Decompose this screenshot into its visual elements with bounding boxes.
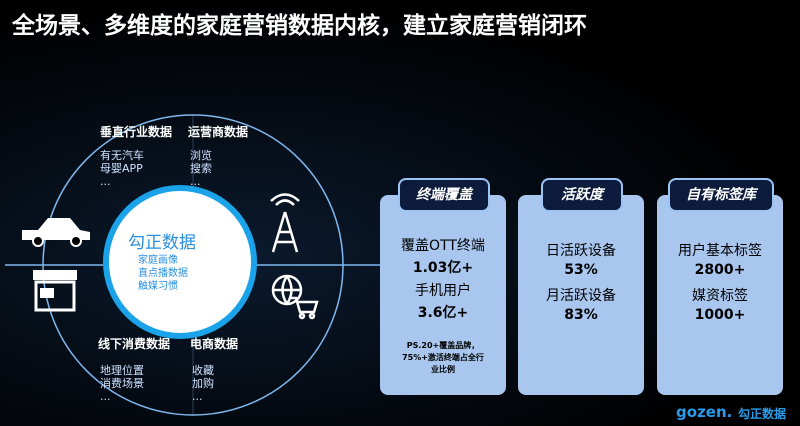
tower-icon xyxy=(270,193,300,253)
quadrant-title: 线下消费数据 xyxy=(98,337,171,351)
text-line: 加购 xyxy=(192,377,214,390)
text-line: 有无汽车 xyxy=(100,149,144,162)
car-icon xyxy=(22,218,90,247)
text-line: 1.03亿+ xyxy=(412,260,474,276)
card-tab: 自有标签库 xyxy=(668,178,774,212)
text-line: 直点播数据 xyxy=(138,268,188,279)
text-line: 业比例 xyxy=(431,365,455,374)
logo-text: 勾正数据 xyxy=(738,407,787,421)
quadrant-title: 垂直行业数据 xyxy=(100,125,173,139)
shop-icon xyxy=(33,270,77,312)
text-line: 75%+激活终端占全行 xyxy=(402,353,484,362)
quadrant-title: 运营商数据 xyxy=(188,125,249,139)
text-line: 2800+ xyxy=(694,262,746,278)
center-circle xyxy=(103,185,257,339)
text-line: 3.6亿+ xyxy=(417,305,469,321)
text-line: ... xyxy=(100,175,111,188)
text-line: 覆盖OTT终端 xyxy=(401,238,485,254)
center-items: 家庭画像直点播数据触媒习惯 xyxy=(138,254,188,293)
text-line: 83% xyxy=(564,307,598,323)
quadrant-items: 浏览 搜索... xyxy=(190,149,212,188)
text-line: 收藏 xyxy=(192,364,214,377)
text-line: 触媒习惯 xyxy=(138,281,178,292)
card-tab: 活跃度 xyxy=(541,178,623,212)
quadrant-items: 地理位置 消费场景... xyxy=(100,364,144,403)
card: 覆盖OTT终端 1.03亿+ 手机用户 3.6亿+ PS.20+覆盖品牌， 75%… xyxy=(380,195,506,395)
text-line: 用户基本标签 xyxy=(678,243,762,259)
text-line: ... xyxy=(190,175,201,188)
quadrant-items: 有无汽车 母婴APP... xyxy=(100,149,144,188)
text-line: ... xyxy=(192,390,203,403)
center-title: 勾正数据 xyxy=(128,233,196,253)
text-line: 媒资标签 xyxy=(692,288,748,304)
quadrant-items: 收藏 加购... xyxy=(192,364,214,403)
card: 日活跃设备 53% 月活跃设备 83% xyxy=(518,195,644,395)
card-tab: 终端覆盖 xyxy=(398,178,490,212)
text-line: 手机用户 xyxy=(415,283,471,299)
text-line: 日活跃设备 xyxy=(546,243,616,259)
text-line: 1000+ xyxy=(694,307,746,323)
text-line: 浏览 xyxy=(190,149,212,162)
text-line: 母婴APP xyxy=(100,162,143,175)
title: 全场景、多维度的家庭营销数据内核，建立家庭营销闭环 xyxy=(12,13,587,39)
text-line: 搜索 xyxy=(190,162,212,175)
text-line: 月活跃设备 xyxy=(546,288,616,304)
quadrant-title: 电商数据 xyxy=(190,337,239,351)
text-line: 消费场景 xyxy=(100,377,144,390)
text-line: 地理位置 xyxy=(100,364,144,377)
logo-mark: gozen. xyxy=(676,403,733,421)
text-line: 家庭画像 xyxy=(138,255,178,266)
text-line: ... xyxy=(100,390,111,403)
text-line: PS.20+覆盖品牌， xyxy=(406,341,480,350)
card: 用户基本标签 2800+ 媒资标签 1000+ xyxy=(657,195,783,395)
text-line: 53% xyxy=(564,262,598,278)
globe-cart-icon xyxy=(271,274,319,320)
